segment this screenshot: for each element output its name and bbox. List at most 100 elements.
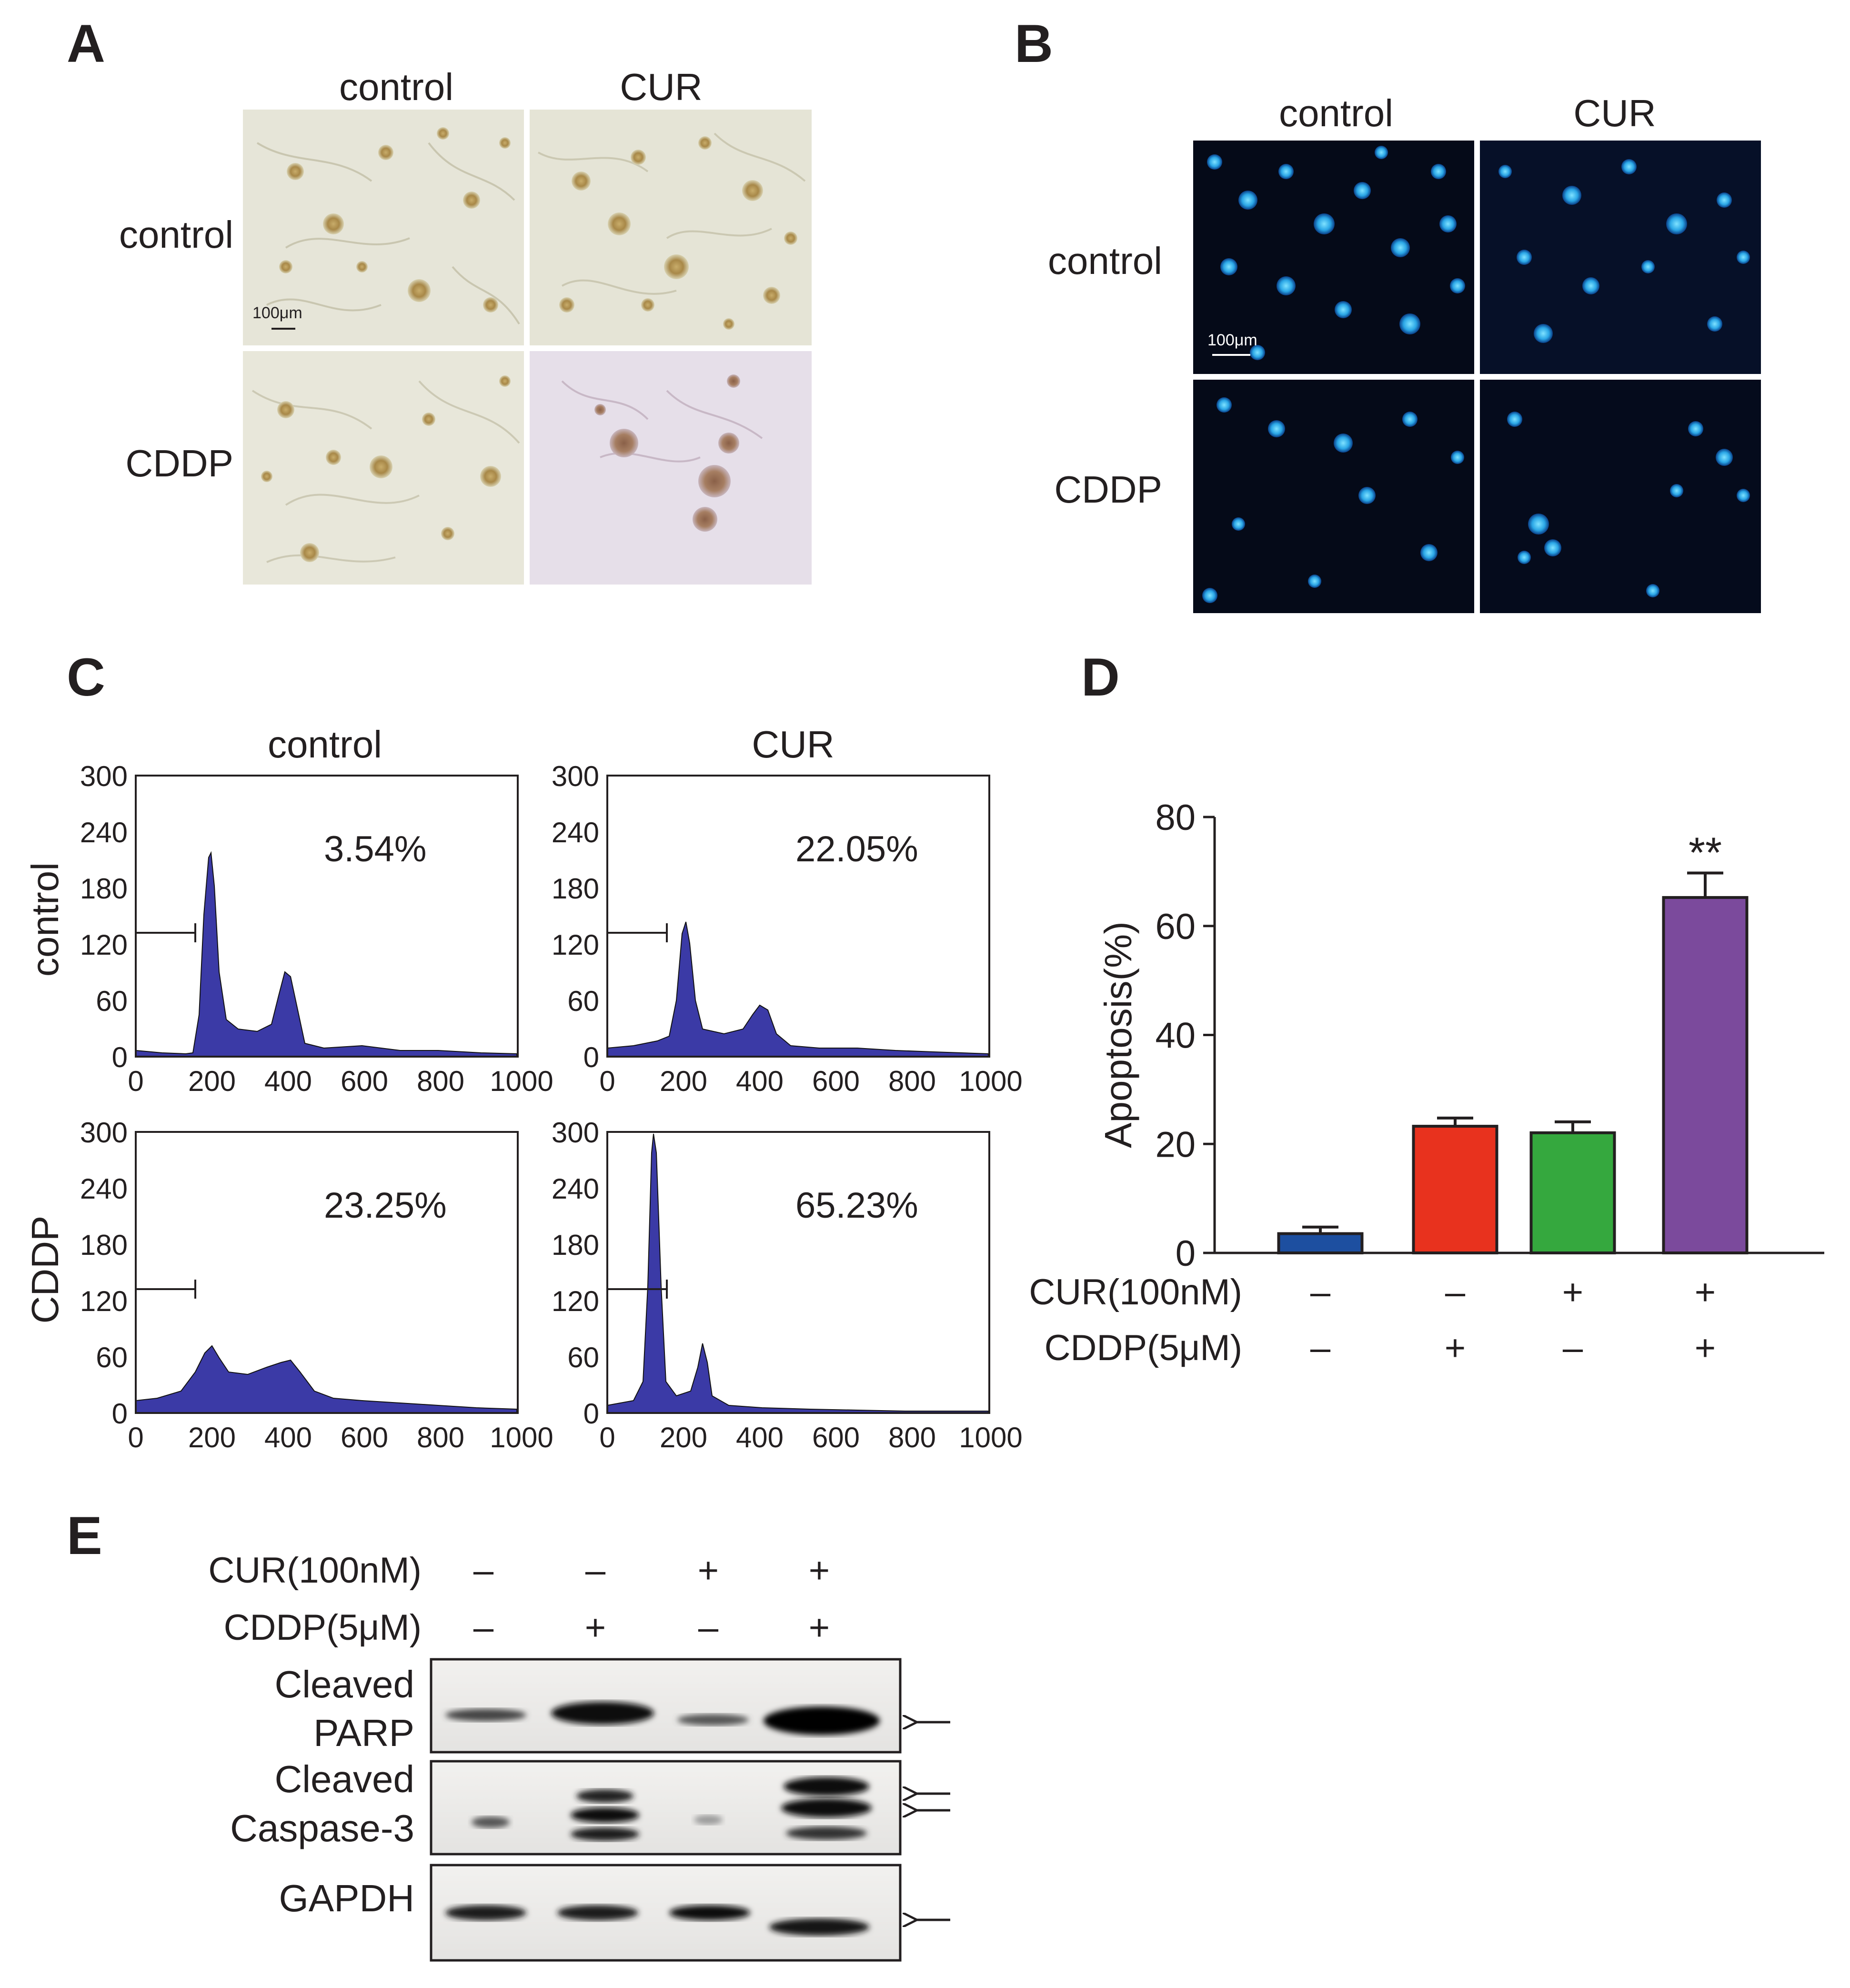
y-tick: 180 [552,873,599,905]
x-tick: 600 [341,1422,388,1453]
y-tick: 120 [552,1285,599,1317]
y-tick-label: 80 [1155,797,1196,838]
x-tick: 200 [660,1065,707,1097]
x-tick: 200 [188,1422,236,1453]
panel-b-scale-bar-label: 100μm [1207,331,1257,349]
y-tick-label: 40 [1155,1016,1196,1056]
bar [1662,896,1749,1254]
micrograph-a-control-cur [530,110,812,345]
y-tick: 60 [96,985,128,1017]
bar [1529,1131,1616,1255]
micrograph-a-cddp-cur [530,351,812,585]
y-tick: 60 [96,1342,128,1373]
x-tick: 0 [599,1422,615,1453]
y-tick: 240 [552,1173,599,1205]
y-tick: 120 [80,1285,128,1317]
panel-c-letter: C [67,647,105,707]
blot-label-line1: GAPDH [279,1877,415,1919]
treatment-mark: + [1695,1328,1716,1368]
histogram-pct-cddp-control: 23.25% [324,1185,447,1226]
significance-marker: ** [1689,829,1722,877]
treatment-mark: – [698,1607,719,1648]
y-tick: 0 [583,1398,599,1430]
y-tick: 300 [80,1117,128,1149]
x-tick: 400 [264,1422,312,1453]
panel-b-row-header-cddp: CDDP [1054,468,1162,511]
x-tick: 200 [188,1065,236,1097]
y-tick: 300 [552,1117,599,1149]
x-tick: 400 [736,1065,784,1097]
x-tick: 200 [660,1422,707,1453]
y-tick-label: 0 [1176,1233,1196,1274]
panel-b-row-header-control: control [1048,240,1162,282]
y-tick: 0 [112,1398,128,1430]
micrograph-a-control-control: 100μm [243,110,524,345]
treatment-mark: + [1695,1272,1716,1312]
panel-b-col-header-control: control [1279,92,1393,134]
panel-d-treatment-label-cur: CUR(100nM) [1029,1272,1242,1312]
x-tick: 1000 [490,1422,553,1453]
treatment-mark: – [1310,1272,1331,1312]
panel-a: A control CUR control CDDP 100μm [67,14,812,585]
blot-cleaved-caspase-3: Cleaved Caspase-3 [230,1758,950,1856]
panel-b-col-header-cur: CUR [1573,92,1656,134]
treatment-mark: – [1445,1272,1466,1312]
treatment-mark: + [585,1607,606,1648]
y-tick-label: 20 [1155,1124,1196,1165]
panel-c-row-header-control: control [24,862,66,977]
panel-b: B control CUR control CDDP 100μm [1015,14,1761,613]
y-tick-label: 60 [1155,907,1196,947]
panel-d: D Apoptosis(%) 0 20 40 60 80 ** CUR(100nM) C… [1029,647,1824,1368]
panel-e-treatment-label-cur: CUR(100nM) [208,1550,422,1591]
panel-a-letter: A [67,14,105,73]
y-tick: 180 [80,1229,128,1261]
histogram-pct-control-cur: 22.05% [795,829,918,869]
treatment-mark: + [698,1550,719,1591]
blot-label-line1: Cleaved [274,1663,414,1705]
x-tick: 0 [599,1065,615,1097]
panel-c-col-header-cur: CUR [752,723,834,766]
panel-c: C control CUR control CDDP 3.54% 300 240… [24,647,1023,1453]
x-tick: 800 [888,1065,936,1097]
treatment-mark: – [473,1607,494,1648]
y-axis-label: Apoptosis(%) [1097,921,1139,1148]
treatment-mark: – [585,1550,606,1591]
y-tick: 0 [583,1041,599,1073]
panel-e-treatment-label-cddp: CDDP(5μM) [224,1607,422,1648]
blot-label-line2: Caspase-3 [230,1807,414,1849]
x-tick: 0 [128,1065,143,1097]
fluorescence-b-cddp-cur [1480,380,1761,613]
panel-e: E CUR(100nM) CDDP(5μM) – – + + – + – + C… [67,1506,950,1962]
panel-e-letter: E [67,1506,102,1565]
fluorescence-b-control-cur [1480,141,1761,374]
y-tick: 60 [567,985,599,1017]
x-tick: 800 [417,1065,464,1097]
x-tick: 1000 [959,1422,1022,1453]
micrograph-a-cddp-control [243,351,524,585]
panel-d-treatment-label-cddp: CDDP(5μM) [1045,1328,1242,1368]
x-tick: 600 [812,1065,860,1097]
x-tick: 600 [812,1422,860,1453]
panel-a-row-header-cddp: CDDP [125,442,233,484]
treatment-mark: – [1310,1328,1331,1368]
panel-b-letter: B [1015,14,1053,73]
x-tick: 0 [128,1422,143,1453]
panel-a-row-header-control: control [119,213,233,256]
y-tick: 300 [552,760,599,792]
x-tick: 1000 [959,1065,1022,1097]
panel-a-scale-bar-label: 100μm [252,304,302,322]
histogram-control-control: 3.54% 300 240 180 120 60 0 0 200 400 600… [80,760,553,1097]
treatment-mark: + [1562,1272,1583,1312]
y-tick: 300 [80,760,128,792]
x-tick: 800 [888,1422,936,1453]
x-tick: 1000 [490,1065,553,1097]
bar [1277,1232,1364,1254]
blot-label-line2: PARP [313,1712,414,1754]
x-tick: 800 [417,1422,464,1453]
x-tick: 600 [341,1065,388,1097]
y-tick: 240 [80,817,128,848]
fluorescence-b-control-control: 100μm [1193,141,1474,374]
panel-c-col-header-control: control [268,723,382,766]
treatment-mark: + [1445,1328,1466,1368]
